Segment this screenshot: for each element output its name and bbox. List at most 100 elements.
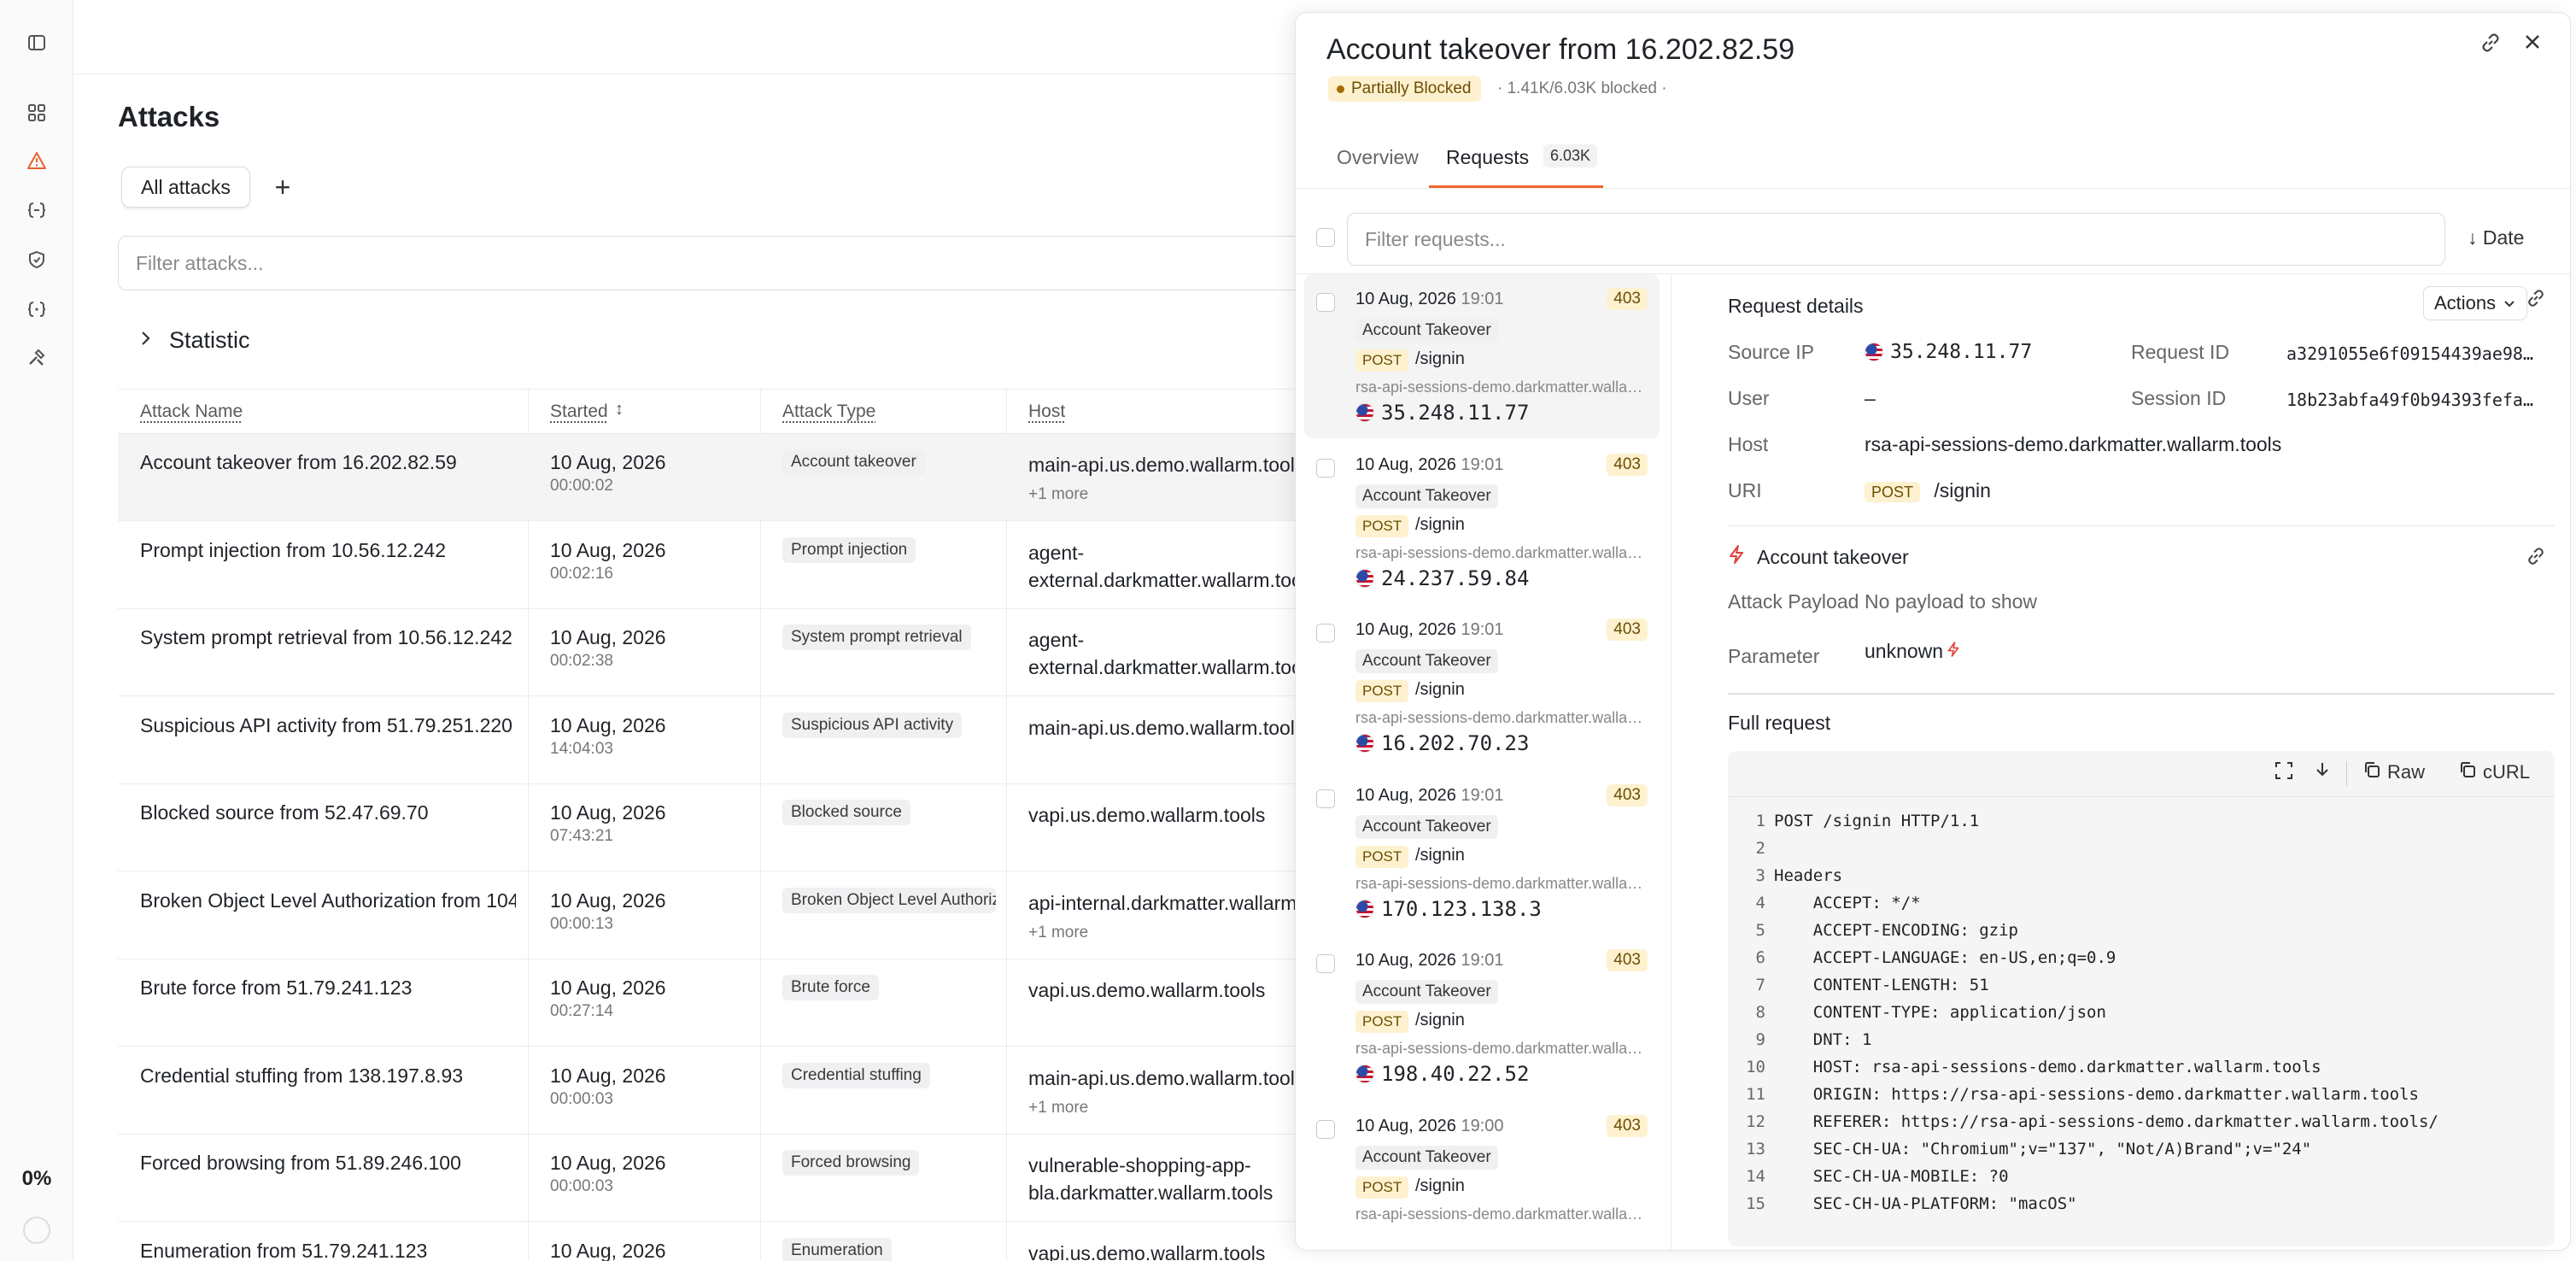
attack-section-header: Account takeover bbox=[1728, 544, 1909, 571]
actions-label: Actions bbox=[2434, 292, 2497, 314]
tools-icon[interactable] bbox=[26, 347, 47, 367]
code-line: 15 SEC-CH-UA-PLATFORM: "macOS" bbox=[1728, 1190, 2555, 1217]
us-flag-icon bbox=[1355, 403, 1374, 422]
copy-link-icon[interactable] bbox=[2526, 288, 2546, 314]
raw-button[interactable]: Raw bbox=[2363, 761, 2425, 783]
lightning-icon bbox=[1728, 544, 1745, 571]
statistic-toggle[interactable]: Statistic bbox=[138, 327, 250, 354]
code-line: 10 HOST: rsa-api-sessions-demo.darkmatte… bbox=[1728, 1053, 2555, 1081]
request-list-item[interactable]: 10 Aug, 2026 19:00 403 Account Takeover POS… bbox=[1304, 1101, 1660, 1251]
request-list-item[interactable]: 10 Aug, 2026 19:01 403 Account Takeover POS… bbox=[1304, 605, 1660, 769]
table-row[interactable]: Prompt injection from 10.56.12.242 10 Aug… bbox=[118, 522, 1348, 609]
line-text: CONTENT-TYPE: application/json bbox=[1774, 1003, 2106, 1022]
line-text: SEC-CH-UA: "Chromium";v="137", "Not/A)Br… bbox=[1774, 1140, 2312, 1158]
start-date: 10 Aug, 2026 bbox=[550, 801, 666, 824]
request-checkbox[interactable] bbox=[1316, 789, 1335, 808]
attacks-warning-icon[interactable] bbox=[26, 150, 47, 171]
sidebar-toggle-icon[interactable] bbox=[26, 32, 47, 53]
source-ip-value[interactable]: 35.248.11.77 bbox=[1865, 341, 2032, 363]
request-checkbox[interactable] bbox=[1316, 458, 1335, 478]
expand-icon[interactable] bbox=[2274, 761, 2293, 786]
filter-attacks-input[interactable]: Filter attacks... bbox=[118, 236, 1348, 290]
actions-dropdown[interactable]: Actions bbox=[2423, 286, 2528, 320]
more-hosts[interactable]: +1 more bbox=[1028, 1098, 1089, 1117]
progress-percent: 0% bbox=[21, 1167, 52, 1190]
api-braces-icon[interactable] bbox=[26, 200, 47, 220]
attack-name: Brute force from 51.79.241.123 bbox=[140, 977, 413, 999]
line-number: 9 bbox=[1755, 1030, 1765, 1049]
session-id-value[interactable]: 18b23abfa49f0b94393fefa... bbox=[2286, 390, 2534, 410]
line-text: POST /signin HTTP/1.1 bbox=[1774, 812, 1980, 830]
request-path: /signin bbox=[1415, 514, 1465, 534]
col-attack-type[interactable]: Attack Type bbox=[782, 402, 876, 421]
api-spec-icon[interactable] bbox=[26, 299, 47, 320]
us-flag-icon bbox=[1355, 1065, 1374, 1083]
request-path: /signin bbox=[1415, 349, 1465, 368]
add-tab-button[interactable]: + bbox=[274, 171, 291, 202]
left-rail: 0% bbox=[0, 0, 73, 1261]
request-id-value[interactable]: a3291055e6f09154439ae98... bbox=[2286, 343, 2534, 364]
dashboard-icon[interactable] bbox=[26, 103, 47, 123]
tab-overview[interactable]: Overview bbox=[1337, 146, 1419, 168]
sort-date-label: Date bbox=[2482, 226, 2525, 249]
request-host: rsa-api-sessions-demo.darkmatter.wallarm… bbox=[1355, 543, 1646, 561]
panel-title: Account takeover from 16.202.82.59 bbox=[1326, 33, 1795, 66]
table-row[interactable]: Broken Object Level Authorization from 1… bbox=[118, 872, 1348, 959]
status-code-badge: 403 bbox=[1607, 1114, 1648, 1137]
table-row[interactable]: System prompt retrieval from 10.56.12.24… bbox=[118, 609, 1348, 696]
uri-path: /signin bbox=[1934, 479, 1991, 501]
table-row[interactable]: Account takeover from 16.202.82.59 10 Aug… bbox=[118, 434, 1348, 521]
more-hosts[interactable]: +1 more bbox=[1028, 485, 1089, 503]
table-header: Attack Name Started ↕ Attack Type Host bbox=[118, 390, 1348, 434]
request-list: 10 Aug, 2026 19:01 403 Account Takeover POS… bbox=[1296, 274, 1671, 1251]
request-checkbox[interactable] bbox=[1316, 954, 1335, 973]
curl-button[interactable]: cURL bbox=[2459, 761, 2530, 783]
table-row[interactable]: Blocked source from 52.47.69.70 10 Aug, 2… bbox=[118, 784, 1348, 871]
tab-all-attacks[interactable]: All attacks bbox=[121, 167, 250, 208]
attack-type-badge: Prompt injection bbox=[782, 537, 916, 563]
request-list-item[interactable]: 10 Aug, 2026 19:01 403 Account Takeover POS… bbox=[1304, 935, 1660, 1100]
divider bbox=[1728, 525, 2555, 526]
more-hosts[interactable]: +1 more bbox=[1028, 923, 1089, 941]
request-checkbox[interactable] bbox=[1316, 293, 1335, 312]
request-ip: 24.237.59.84 bbox=[1355, 566, 1529, 590]
table-row[interactable]: Suspicious API activity from 51.79.251.2… bbox=[118, 697, 1348, 784]
line-text: HOST: rsa-api-sessions-demo.darkmatter.w… bbox=[1774, 1058, 2321, 1076]
request-checkbox[interactable] bbox=[1316, 624, 1335, 642]
table-row[interactable]: Brute force from 51.79.241.123 10 Aug, 20… bbox=[118, 959, 1348, 1047]
host-value: agent-external.darkmatter.wallarm.tools bbox=[1028, 629, 1317, 678]
table-row[interactable]: Enumeration from 51.79.241.123 10 Aug, 20… bbox=[118, 1223, 1348, 1261]
request-list-item[interactable]: 10 Aug, 2026 19:01 403 Account Takeover POS… bbox=[1304, 274, 1660, 438]
table-row[interactable]: Credential stuffing from 138.197.8.93 10 … bbox=[118, 1047, 1348, 1135]
filter-requests-input[interactable]: Filter requests... bbox=[1347, 213, 2445, 266]
select-all-checkbox[interactable] bbox=[1316, 228, 1335, 247]
col-started[interactable]: Started bbox=[550, 402, 608, 421]
copy-link-icon[interactable] bbox=[2479, 32, 2502, 60]
status-badge: Partially Blocked bbox=[1328, 76, 1482, 102]
download-icon[interactable] bbox=[2314, 761, 2331, 786]
code-line: 7 CONTENT-LENGTH: 51 bbox=[1728, 971, 2555, 999]
request-list-item[interactable]: 10 Aug, 2026 19:01 403 Account Takeover POS… bbox=[1304, 771, 1660, 935]
duration: 07:43:21 bbox=[550, 827, 613, 845]
request-attack-type: Account Takeover bbox=[1355, 980, 1498, 1004]
host-value: vulnerable-shopping-app-bla.darkmatter.w… bbox=[1028, 1154, 1273, 1204]
col-host[interactable]: Host bbox=[1028, 402, 1066, 421]
close-icon[interactable] bbox=[2522, 30, 2543, 59]
sort-date-button[interactable]: ↓ Date bbox=[2468, 226, 2524, 249]
request-ip-text: 35.248.11.77 bbox=[1381, 401, 1530, 425]
request-list-item[interactable]: 10 Aug, 2026 19:01 403 Account Takeover POS… bbox=[1304, 440, 1660, 604]
copy-link-icon[interactable] bbox=[2526, 546, 2546, 572]
attack-type-badge: Forced browsing bbox=[782, 1150, 920, 1176]
table-row[interactable]: Forced browsing from 51.89.246.100 10 Aug… bbox=[118, 1135, 1348, 1222]
request-timestamp: 10 Aug, 2026 19:01 bbox=[1355, 290, 1504, 309]
shield-icon[interactable] bbox=[26, 249, 47, 270]
uri-method-badge: POST bbox=[1865, 482, 1921, 502]
status-code-badge: 403 bbox=[1607, 453, 1648, 476]
sort-icon[interactable]: ↕ bbox=[615, 400, 624, 419]
request-checkbox[interactable] bbox=[1316, 1119, 1335, 1139]
request-attack-type: Account Takeover bbox=[1355, 484, 1498, 508]
copy-icon bbox=[2459, 761, 2476, 783]
host-value[interactable]: rsa-api-sessions-demo.darkmatter.wallarm… bbox=[1865, 433, 2282, 455]
col-attack-name[interactable]: Attack Name bbox=[140, 402, 243, 421]
tab-requests[interactable]: Requests bbox=[1446, 146, 1530, 168]
